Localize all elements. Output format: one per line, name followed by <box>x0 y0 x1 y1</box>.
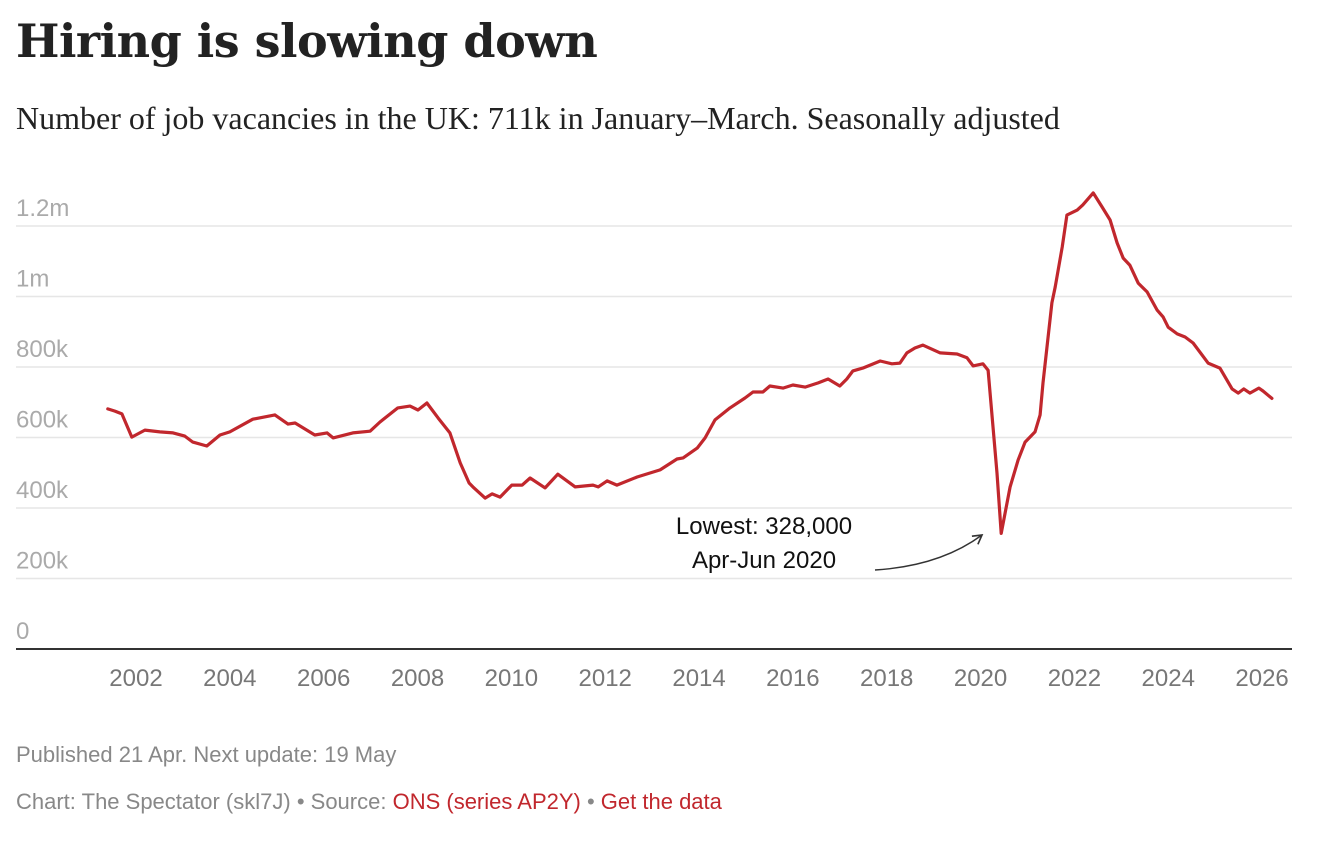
x-tick-label: 2026 <box>1235 665 1288 692</box>
x-tick-label: 2004 <box>203 665 256 692</box>
annotation-lowest: Lowest: 328,000 Apr-Jun 2020 <box>676 513 984 574</box>
x-tick-label: 2012 <box>579 665 632 692</box>
y-tick-label: 200k <box>16 548 69 575</box>
y-axis: 0 200k 400k 600k 800k 1m 1.2m <box>16 195 69 645</box>
chart-subtitle: Number of job vacancies in the UK: 711k … <box>16 100 1060 136</box>
chart-title: Hiring is slowing down <box>16 14 598 68</box>
get-the-data-link[interactable]: Get the data <box>600 789 722 814</box>
x-tick-label: 2002 <box>109 665 162 692</box>
separator: • <box>580 789 601 814</box>
footer-credits: Chart: The Spectator (skl7J) • Source: O… <box>16 789 722 815</box>
x-tick-label: 2014 <box>672 665 725 692</box>
x-tick-label: 2008 <box>391 665 444 692</box>
annotation-arrow <box>874 534 984 571</box>
x-tick-label: 2016 <box>766 665 819 692</box>
x-tick-label: 2022 <box>1048 665 1101 692</box>
y-tick-label: 600k <box>16 407 69 434</box>
y-tick-label: 1m <box>16 266 49 293</box>
series-line-job-vacancies <box>106 191 1274 535</box>
x-tick-label: 2018 <box>860 665 913 692</box>
x-tick-label: 2006 <box>297 665 350 692</box>
source-label: Source: <box>310 789 393 814</box>
x-tick-label: 2020 <box>954 665 1007 692</box>
separator: • <box>290 789 311 814</box>
source-link[interactable]: ONS (series AP2Y) <box>392 789 581 814</box>
y-tick-label: 0 <box>16 618 29 645</box>
y-tick-label: 800k <box>16 336 69 363</box>
x-axis: 2002 2004 2006 2008 2010 2012 2014 2016 2018 2020… <box>109 665 1288 692</box>
y-tick-label: 400k <box>16 477 69 504</box>
footer-published: Published 21 Apr. Next update: 19 May <box>16 742 397 767</box>
chart-credit: Chart: The Spectator (skl7J) <box>16 789 291 814</box>
grid-layer <box>16 225 1292 650</box>
x-tick-label: 2024 <box>1142 665 1195 692</box>
y-tick-label: 1.2m <box>16 195 69 222</box>
annotation-line1: Lowest: 328,000 <box>676 513 852 540</box>
x-tick-label: 2010 <box>485 665 538 692</box>
annotation-line2: Apr-Jun 2020 <box>692 547 836 574</box>
